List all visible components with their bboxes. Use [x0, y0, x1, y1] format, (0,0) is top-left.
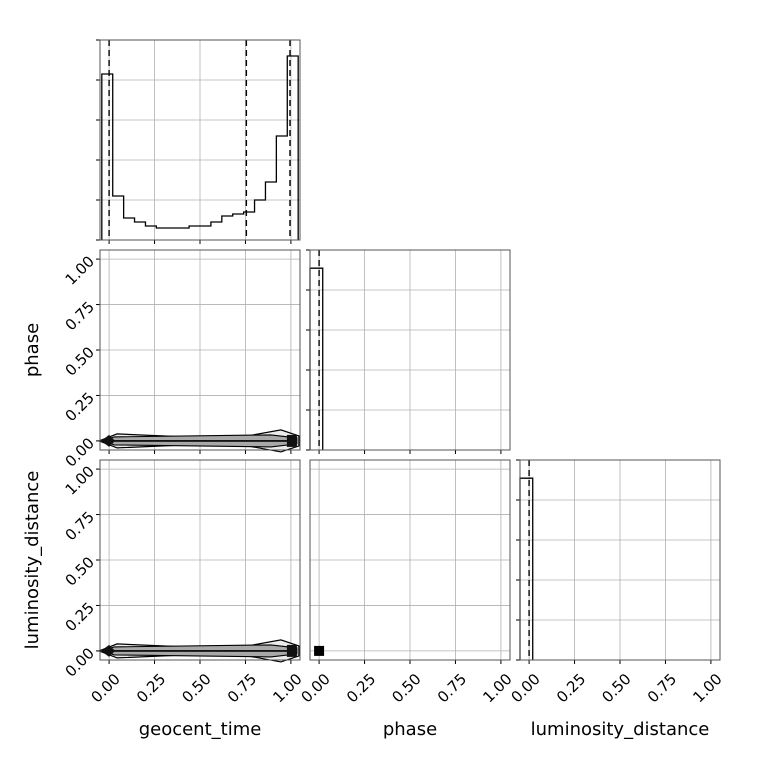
panel-1-0	[96, 249, 301, 454]
x-tick-label: 0.25	[133, 670, 169, 706]
y-tick-label: 0.25	[62, 599, 98, 635]
x-tick-label: 0.00	[297, 670, 333, 706]
y-tick-label: 0.00	[62, 644, 98, 680]
histogram-phase	[309, 267, 324, 450]
y-tick-label: 0.25	[62, 389, 98, 425]
x-tick-label: 0.25	[343, 670, 379, 706]
scatter-point-faint	[500, 650, 502, 652]
y-tick-label: 0.50	[62, 553, 98, 589]
panel-border	[99, 249, 301, 451]
histogram-luminosity_distance	[519, 477, 534, 660]
panel-2-2	[516, 459, 721, 664]
x-tick-label: 0.25	[553, 670, 589, 706]
y-tick-label: 0.75	[62, 508, 98, 544]
y-axis-label-luminosity_distance: luminosity_distance	[22, 471, 43, 650]
panel-2-0	[96, 459, 301, 664]
panel-0-0	[96, 39, 301, 244]
density-mode-right	[286, 434, 297, 447]
panel-1-1	[306, 249, 511, 454]
histogram-geocent_time	[101, 55, 299, 240]
panel-2-1	[309, 459, 511, 664]
panel-border	[99, 459, 301, 661]
x-tick-label: 0.75	[434, 670, 470, 706]
x-axis-label-geocent_time: geocent_time	[139, 719, 262, 740]
panel-border	[99, 39, 301, 241]
x-tick-label: 0.75	[644, 670, 680, 706]
x-tick-label: 1.00	[269, 670, 305, 706]
panel-border	[519, 459, 721, 661]
x-tick-label: 1.00	[479, 670, 515, 706]
density-mode-left	[101, 434, 116, 447]
x-tick-label: 1.00	[689, 670, 725, 706]
y-tick-label: 0.75	[62, 298, 98, 334]
scatter-point	[314, 645, 325, 656]
x-tick-label: 0.75	[224, 670, 260, 706]
panel-border	[309, 249, 511, 451]
x-tick-label: 0.50	[178, 670, 214, 706]
y-axis-label-phase: phase	[22, 323, 43, 377]
x-tick-label: 0.50	[388, 670, 424, 706]
x-axis-label-phase: phase	[383, 719, 437, 740]
x-tick-label: 0.00	[87, 670, 123, 706]
x-tick-label: 0.50	[598, 670, 634, 706]
y-tick-label: 0.50	[62, 343, 98, 379]
x-axis-label-luminosity_distance: luminosity_distance	[531, 719, 710, 740]
panel-border	[309, 459, 511, 661]
y-tick-label: 0.00	[62, 434, 98, 470]
y-tick-label: 1.00	[62, 462, 98, 498]
density-mode-right	[286, 644, 297, 657]
density-mode-left	[101, 644, 116, 657]
x-tick-label: 0.00	[507, 670, 543, 706]
y-tick-label: 1.00	[62, 252, 98, 288]
